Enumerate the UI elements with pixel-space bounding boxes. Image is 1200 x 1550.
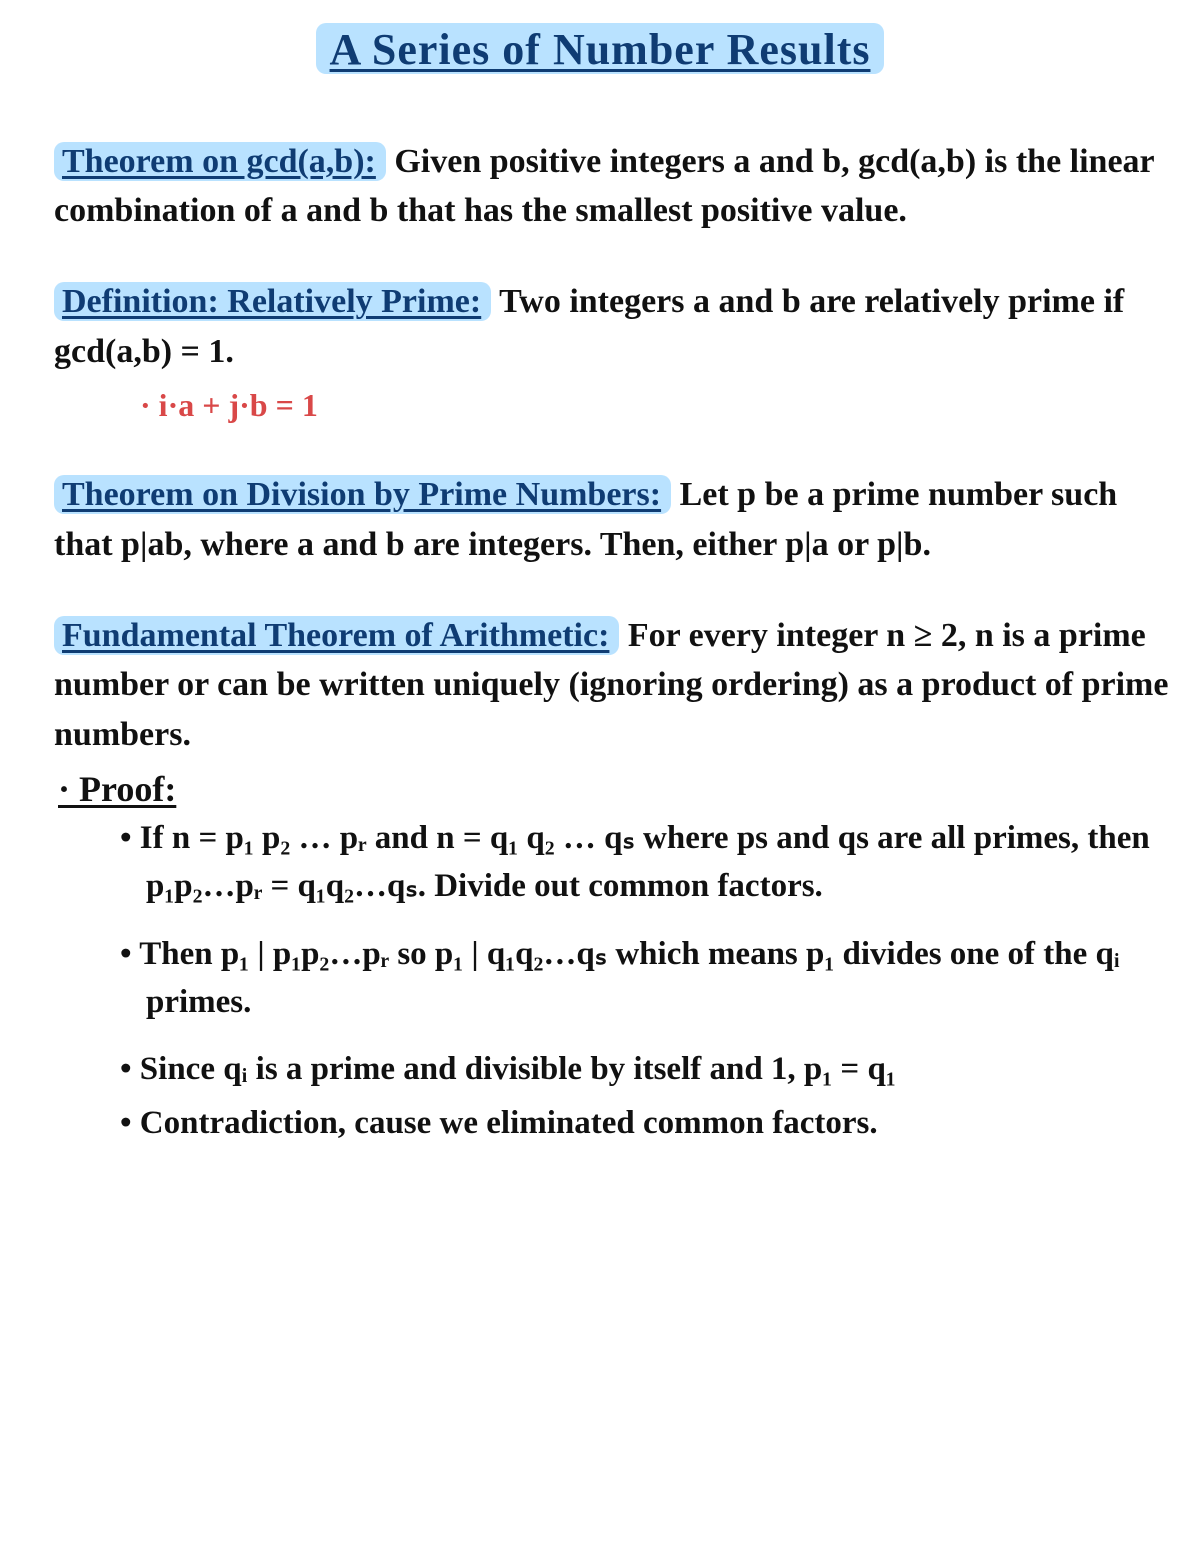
section-body: Fundamental Theorem of Arithmetic: For e… xyxy=(30,611,1170,759)
note-red: · i·a + j·b = 1 xyxy=(30,382,1170,428)
page-title: A Series of Number Results xyxy=(316,23,885,74)
proof-bullets: • If n = p₁ p₂ … pᵣ and n = q₁ q₂ … qₛ w… xyxy=(30,815,1170,1026)
section-gcd-theorem: Theorem on gcd(a,b): Given positive inte… xyxy=(30,137,1170,236)
section-body: Theorem on gcd(a,b): Given positive inte… xyxy=(30,137,1170,236)
proof-point: • Contradiction, cause we eliminated com… xyxy=(120,1100,1170,1148)
section-prime-division: Theorem on Division by Prime Numbers: Le… xyxy=(30,470,1170,569)
section-fundamental-theorem: Fundamental Theorem of Arithmetic: For e… xyxy=(30,611,1170,1148)
proof-label: · Proof: xyxy=(30,763,1170,815)
section-heading: Definition: Relatively Prime: xyxy=(54,282,491,321)
proof-point: • Since qᵢ is a prime and divisible by i… xyxy=(120,1046,1170,1094)
section-heading: Theorem on Division by Prime Numbers: xyxy=(54,475,671,514)
section-relatively-prime: Definition: Relatively Prime: Two intege… xyxy=(30,277,1170,428)
proof-point: • If n = p₁ p₂ … pᵣ and n = q₁ q₂ … qₛ w… xyxy=(120,815,1170,911)
section-heading: Fundamental Theorem of Arithmetic: xyxy=(54,616,619,655)
proof-bullets: • Since qᵢ is a prime and divisible by i… xyxy=(30,1046,1170,1148)
section-body: Definition: Relatively Prime: Two intege… xyxy=(30,277,1170,376)
section-body: Theorem on Division by Prime Numbers: Le… xyxy=(30,470,1170,569)
proof-point: • Then p₁ | p₁p₂…pᵣ so p₁ | q₁q₂…qₛ whic… xyxy=(120,931,1170,1027)
section-heading: Theorem on gcd(a,b): xyxy=(54,142,386,181)
